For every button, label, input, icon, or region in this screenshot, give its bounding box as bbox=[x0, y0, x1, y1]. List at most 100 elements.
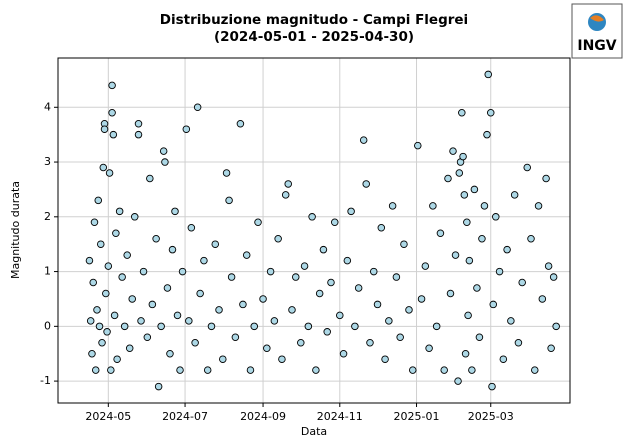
point bbox=[385, 317, 393, 325]
point bbox=[331, 218, 339, 227]
point bbox=[547, 344, 555, 352]
point bbox=[137, 317, 145, 325]
points bbox=[85, 70, 560, 391]
point bbox=[227, 273, 236, 281]
x-tick-label: 2025-03 bbox=[468, 410, 514, 423]
point bbox=[108, 109, 116, 117]
point bbox=[552, 322, 560, 331]
point bbox=[236, 119, 245, 128]
point bbox=[436, 229, 445, 237]
x-axis-label: Data bbox=[301, 425, 327, 438]
point bbox=[489, 300, 498, 309]
point bbox=[544, 262, 553, 270]
point bbox=[460, 191, 469, 199]
point bbox=[196, 289, 204, 298]
point bbox=[308, 213, 316, 221]
point bbox=[250, 322, 258, 331]
point bbox=[396, 333, 404, 342]
point bbox=[288, 306, 296, 314]
x-tick-label: 2025-01 bbox=[394, 410, 440, 423]
point bbox=[347, 207, 355, 216]
point bbox=[146, 174, 154, 183]
point bbox=[263, 344, 271, 352]
point bbox=[292, 273, 300, 281]
point bbox=[89, 278, 97, 287]
point bbox=[166, 349, 174, 358]
point bbox=[468, 366, 476, 374]
point bbox=[463, 218, 471, 227]
point bbox=[107, 366, 115, 374]
logo-text: INGV bbox=[577, 38, 616, 54]
point bbox=[187, 224, 196, 232]
point bbox=[182, 125, 191, 133]
point bbox=[518, 278, 526, 287]
point bbox=[134, 119, 143, 128]
point bbox=[499, 355, 508, 363]
point bbox=[454, 377, 462, 385]
point bbox=[304, 322, 313, 331]
point bbox=[85, 256, 94, 265]
point bbox=[486, 109, 495, 117]
point bbox=[417, 295, 426, 303]
point bbox=[370, 267, 378, 276]
y-tick-label: -1 bbox=[40, 374, 51, 387]
point bbox=[458, 109, 466, 117]
point bbox=[510, 191, 519, 199]
point bbox=[102, 289, 110, 298]
plot-area bbox=[58, 58, 570, 403]
point bbox=[225, 196, 233, 205]
point bbox=[523, 163, 531, 172]
point bbox=[409, 366, 417, 374]
point bbox=[327, 278, 335, 287]
point bbox=[284, 180, 292, 188]
point bbox=[91, 366, 100, 374]
x-tick-label: 2024-11 bbox=[317, 410, 363, 423]
point bbox=[392, 273, 401, 281]
point bbox=[159, 147, 168, 155]
y-tick-label: 0 bbox=[44, 319, 51, 332]
point bbox=[381, 355, 389, 363]
point bbox=[359, 136, 368, 144]
point bbox=[93, 306, 101, 314]
point bbox=[130, 213, 139, 221]
point bbox=[343, 256, 352, 265]
point bbox=[351, 322, 359, 331]
point bbox=[339, 349, 348, 358]
point bbox=[103, 328, 111, 336]
point bbox=[207, 322, 216, 331]
point bbox=[112, 229, 120, 237]
point bbox=[405, 306, 413, 314]
y-tick-label: 4 bbox=[44, 100, 51, 113]
point bbox=[203, 366, 212, 374]
point bbox=[200, 256, 208, 265]
point bbox=[259, 295, 267, 303]
point bbox=[549, 273, 558, 281]
point bbox=[128, 295, 136, 303]
point bbox=[480, 202, 489, 210]
chart-subtitle: (2024-05-01 - 2025-04-30) bbox=[214, 29, 414, 45]
x-tick-label: 2024-07 bbox=[162, 410, 208, 423]
point bbox=[488, 382, 496, 391]
point bbox=[105, 169, 114, 177]
point bbox=[278, 355, 286, 363]
point bbox=[246, 366, 255, 374]
point bbox=[254, 218, 262, 227]
point bbox=[125, 344, 134, 352]
point bbox=[215, 306, 223, 314]
point bbox=[527, 234, 535, 243]
plot-frame bbox=[57, 57, 571, 404]
point bbox=[154, 382, 163, 391]
point bbox=[366, 339, 374, 347]
point bbox=[231, 333, 240, 342]
point bbox=[465, 256, 474, 265]
point bbox=[118, 273, 126, 281]
point bbox=[104, 262, 113, 270]
point bbox=[483, 130, 491, 139]
point bbox=[492, 213, 500, 221]
y-tick-label: 3 bbox=[44, 155, 51, 168]
x-tick-label: 2024-05 bbox=[85, 410, 131, 423]
point bbox=[193, 103, 202, 112]
point bbox=[109, 130, 118, 139]
